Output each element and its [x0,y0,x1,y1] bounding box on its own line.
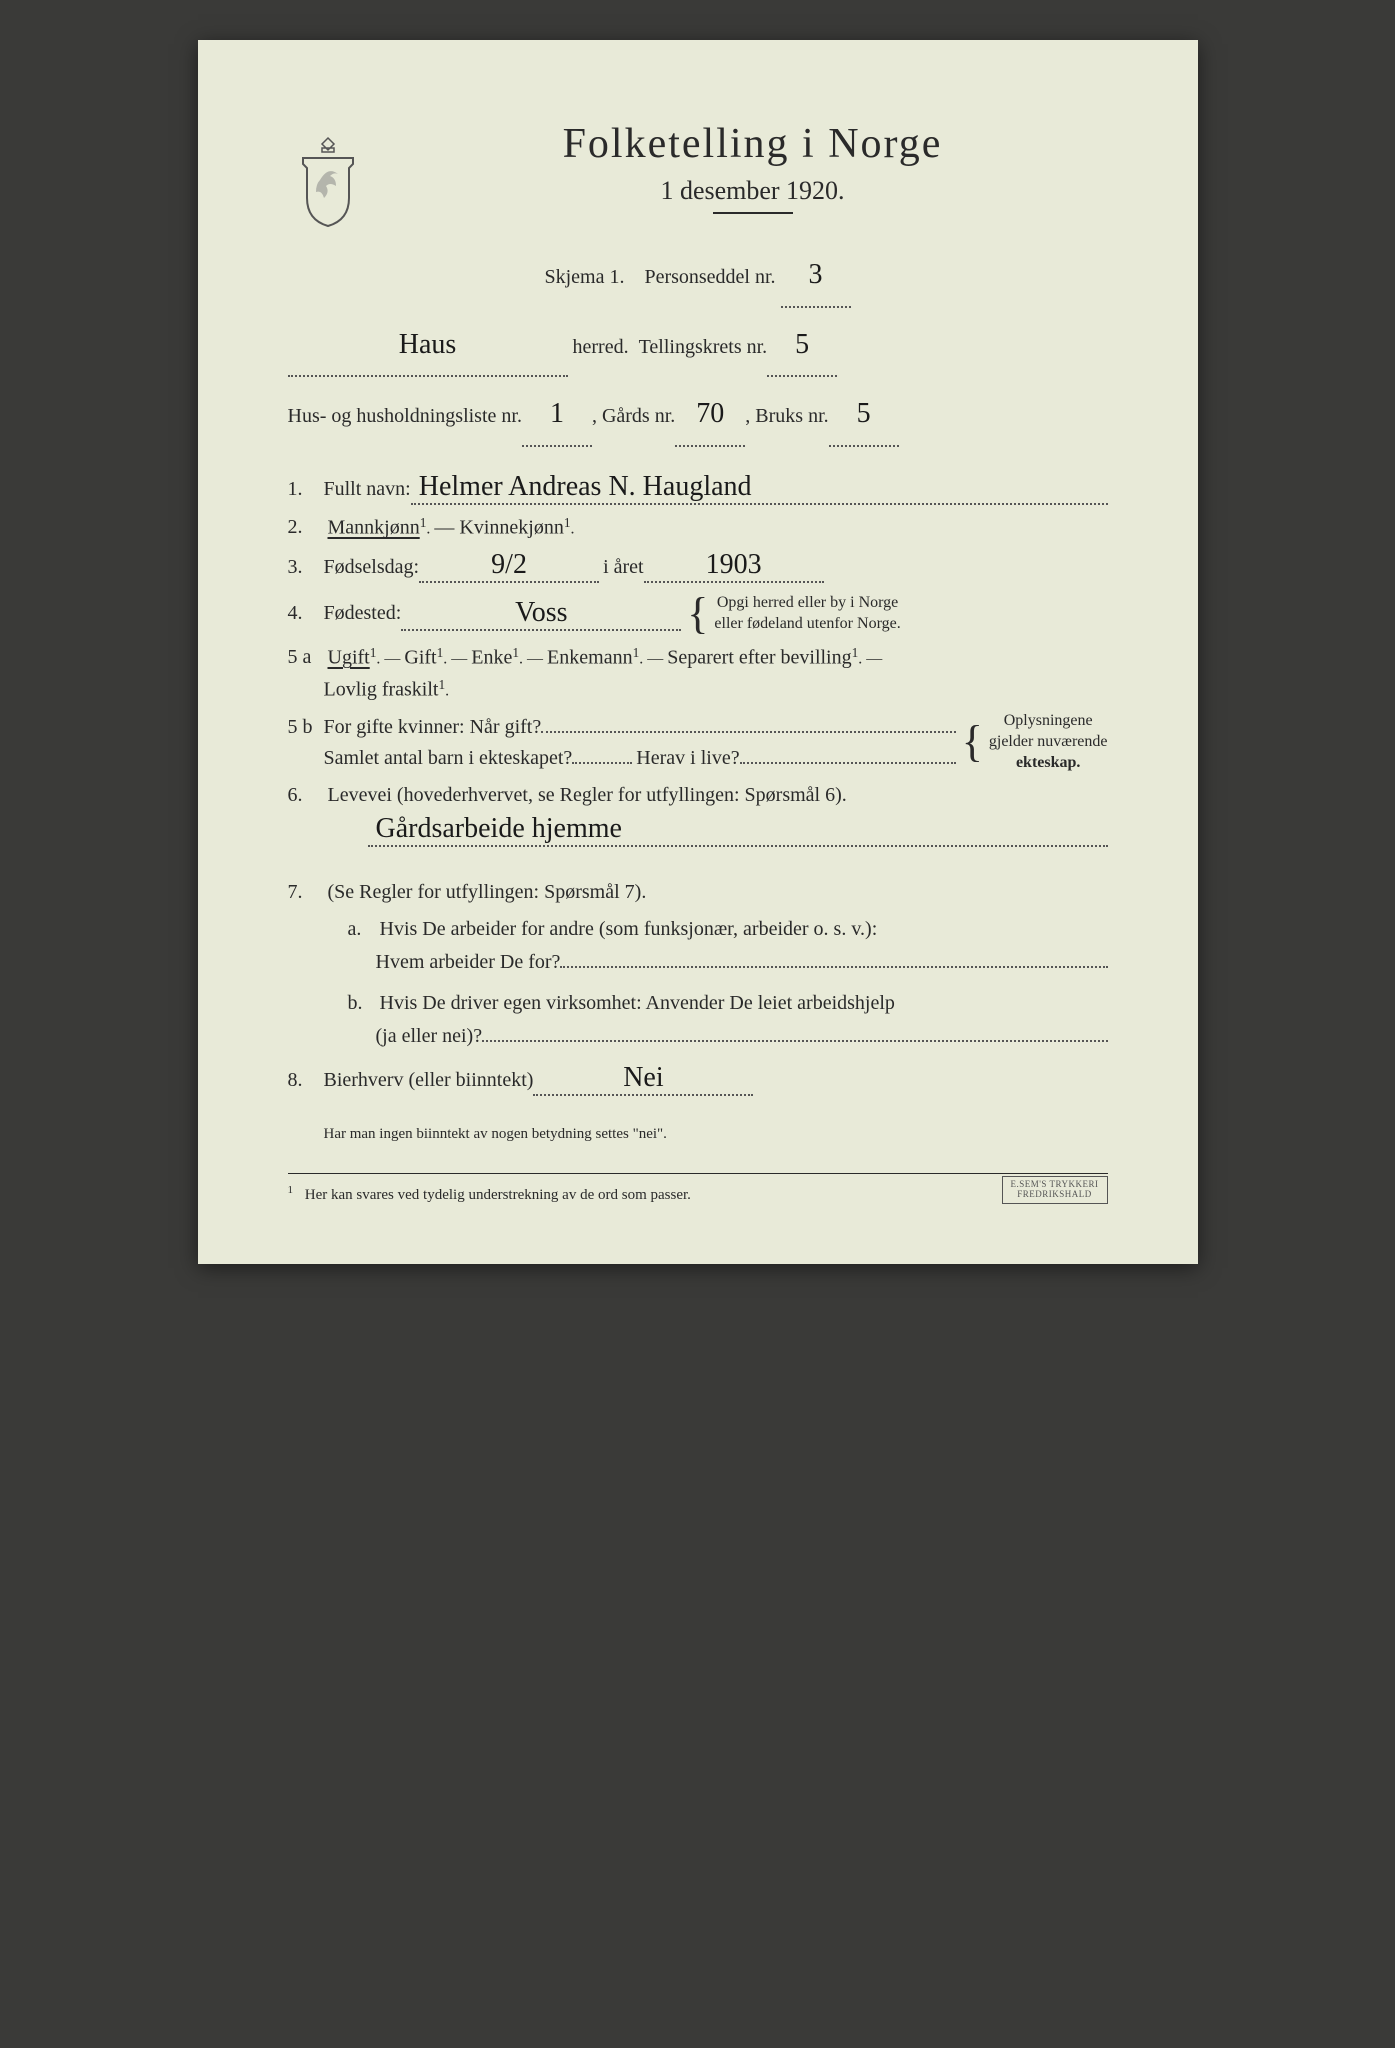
census-form-page: Folketelling i Norge 1 desember 1920. Sk… [198,40,1198,1264]
q6: 6. Levevei (hovederhvervet, se Regler fo… [288,784,1108,847]
printer-stamp: E.SEM'S TRYKKERI FREDRIKSHALD [1002,1176,1108,1204]
q5a-opt0: Ugift [328,646,370,668]
q5b-l2a: Samlet antal barn i ekteskapet? [324,747,573,770]
tellingskrets-label: Tellingskrets nr. [639,325,768,369]
page-title: Folketelling i Norge [398,120,1108,168]
q1-label: Fullt navn: [324,478,411,501]
q7-num: 7. [288,881,324,904]
bruks-label: , Bruks nr. [745,394,828,438]
q2-num: 2. [288,516,324,539]
foot-note: Har man ingen biinntekt av nogen betydni… [324,1126,1108,1143]
q6-num: 6. [288,784,324,807]
q4-num: 4. [288,602,324,625]
q2-sup2: 1 [564,515,571,530]
q5b: 5 b For gifte kvinner: Når gift? Samlet … [288,711,1108,773]
q8-value: Nei [623,1062,663,1094]
q7b-l2: (ja eller nei)? [376,1025,483,1048]
skjema-label: Skjema 1. [544,266,624,288]
q1-value: Helmer Andreas N. Haugland [419,471,752,503]
q3-day: 9/2 [491,549,527,581]
q5a-opt2: Enke [471,646,512,668]
gards-label: , Gårds nr. [592,394,675,438]
q8-label: Bierhverv (eller biinntekt) [324,1069,534,1092]
q6-value: Gårdsarbeide hjemme [376,813,622,845]
q3-year: 1903 [706,549,762,581]
q5b-note: Oplysningene gjelder nuværende ekteskap. [989,711,1108,773]
footer-rule [288,1173,1108,1174]
q2-opt2: Kvinnekjønn [459,516,563,538]
title-block: Folketelling i Norge 1 desember 1920. [398,120,1108,234]
title-rule [713,212,793,214]
brace-icon: { [687,599,708,630]
q2: 2. Mannkjønn1. — Kvinnekjønn1. [288,515,1108,539]
q7-label: (Se Regler for utfyllingen: Spørsmål 7). [328,881,647,903]
q2-sep: — [434,516,459,538]
q6-label: Levevei (hovederhvervet, se Regler for u… [328,784,847,806]
crest-svg [288,130,368,230]
q4: 4. Fødested: Voss { Opgi herred eller by… [288,593,1108,635]
q8-num: 8. [288,1069,324,1092]
q2-opt1: Mannkjønn [328,516,420,538]
q5a-opt1: Gift [404,646,436,668]
husliste-nr: 1 [550,383,564,445]
q5b-blank1 [541,731,956,733]
q7b-l1: Hvis De driver egen virksomhet: Anvender… [380,992,895,1014]
coat-of-arms-icon [288,130,368,230]
q5a-opt3: Enkemann [547,646,633,668]
schema-line: Skjema 1. Personseddel nr. 3 [288,244,1108,308]
q1: 1. Fullt navn: Helmer Andreas N. Hauglan… [288,471,1108,505]
footnote-num: 1 [288,1184,294,1196]
q3-num: 3. [288,556,324,579]
brace-icon: { [962,727,983,758]
personseddel-nr: 3 [809,244,823,306]
herred-value: Haus [399,314,457,376]
herred-label: herred. [573,325,629,369]
q5b-l2b: Herav i live? [636,747,739,770]
page-subtitle: 1 desember 1920. [398,176,1108,206]
q5a-opt4: Separert efter bevilling [667,646,851,668]
q7: 7. (Se Regler for utfyllingen: Spørsmål … [288,881,1108,1048]
q7a-num: a. [348,918,376,941]
footnote-text: Her kan svares ved tydelig understreknin… [305,1187,691,1203]
q5b-blank3 [740,762,956,764]
q1-num: 1. [288,478,324,501]
tellingskrets-nr: 5 [795,314,809,376]
q7a-blank [560,966,1107,968]
herred-line: Haus herred. Tellingskrets nr. 5 [288,314,1108,378]
bruks-nr: 5 [857,383,871,445]
q4-note: Opgi herred eller by i Norge eller fødel… [714,593,900,635]
personseddel-label: Personseddel nr. [644,266,775,288]
q7a-l1: Hvis De arbeider for andre (som funksjon… [380,918,878,940]
q7a-l2: Hvem arbeider De for? [376,951,561,974]
q7b-blank [482,1040,1107,1042]
husliste-line: Hus- og husholdningsliste nr. 1 , Gårds … [288,383,1108,447]
q5a: 5 a Ugift1. — Gift1. — Enke1. — Enkemann… [288,645,1108,702]
header: Folketelling i Norge 1 desember 1920. [288,120,1108,234]
q4-value: Voss [515,597,567,629]
q3: 3. Fødselsdag: 9/2 i året 1903 [288,549,1108,583]
q5b-l1a: For gifte kvinner: Når gift? [324,716,542,739]
husliste-label: Hus- og husholdningsliste nr. [288,394,522,438]
q7b-num: b. [348,992,376,1015]
q8: 8. Bierhverv (eller biinntekt) Nei [288,1062,1108,1096]
gards-nr: 70 [696,383,724,445]
q5b-num: 5 b [288,716,324,739]
q4-label: Fødested: [324,602,402,625]
q5a-tail: Lovlig fraskilt [324,678,439,700]
footnote: 1 Her kan svares ved tydelig understrekn… [288,1184,1108,1204]
q3-label: Fødselsdag: [324,556,420,579]
q5a-num: 5 a [288,646,324,669]
q5b-blank2 [572,762,632,764]
q3-mid: i året [603,556,644,579]
